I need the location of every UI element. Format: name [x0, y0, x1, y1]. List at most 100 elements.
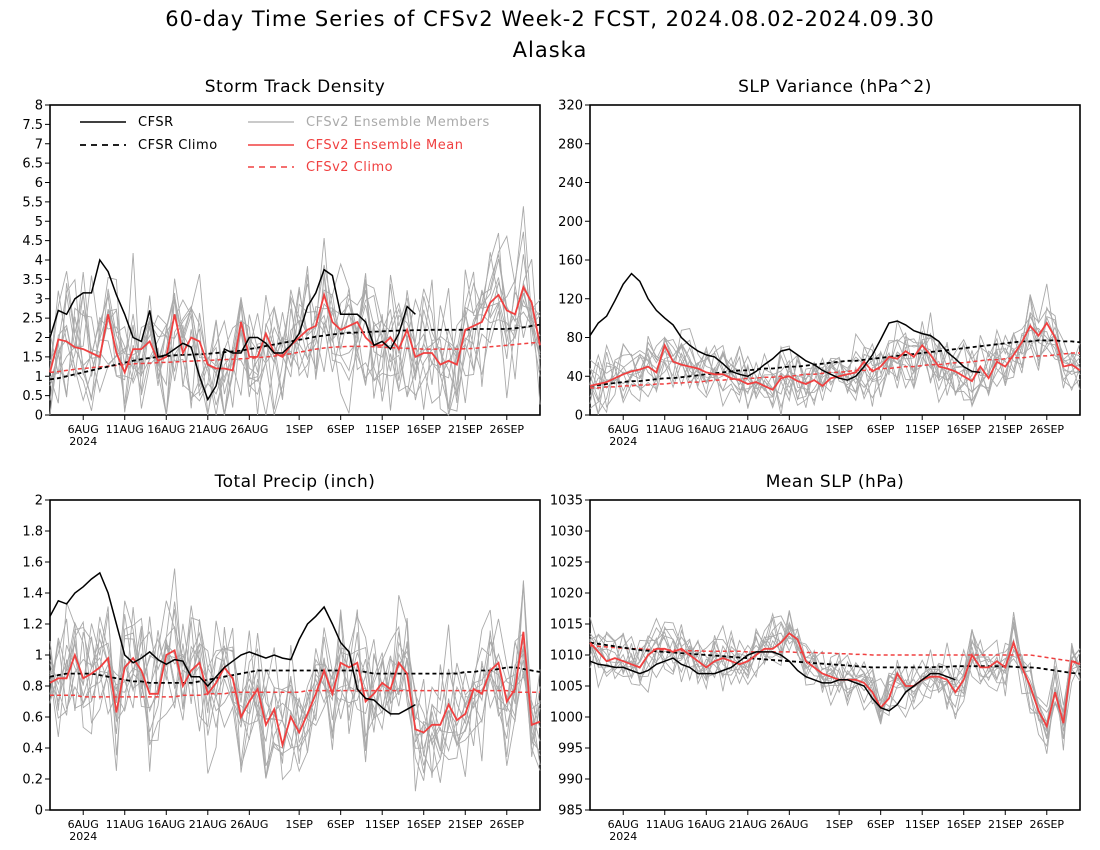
cfsv2-climo-line	[589, 644, 1081, 664]
y-tick-label: 0	[35, 409, 43, 424]
x-tick-label: 21SEP	[988, 423, 1023, 436]
ensemble-member-line	[49, 252, 541, 416]
y-tick-label: 1015	[550, 618, 583, 633]
y-tick-label: 1.2	[22, 618, 43, 633]
y-tick-label: 320	[558, 99, 583, 114]
x-tick-year-label: 2024	[609, 435, 637, 448]
panel-storm-track-density: Storm Track Density 0 0.5 1 1.5 2 2.5 3 3.5 4 4.5…	[22, 77, 541, 448]
y-tick-label: 1.4	[22, 587, 43, 602]
x-tick-label: 11AUG	[106, 818, 144, 831]
y-tick-label: 40	[566, 370, 583, 385]
y-tick-label: 2	[35, 331, 43, 346]
cfsr-line	[589, 272, 981, 381]
y-tick-label: 1035	[550, 494, 583, 509]
x-tick-label: 16SEP	[406, 818, 441, 831]
x-tick-label: 16AUG	[147, 423, 185, 436]
x-tick-label: 11SEP	[905, 818, 940, 831]
y-tick-label: 2.5	[22, 312, 43, 327]
y-tick-label: 200	[558, 215, 583, 230]
y-tick-label: 280	[558, 137, 583, 152]
ensemble-mean-line	[589, 632, 1081, 729]
x-tick-label: 16AUG	[147, 818, 185, 831]
y-tick-label: 1.8	[22, 525, 43, 540]
ensemble-member-line	[49, 617, 541, 771]
x-tick-label: 21AUG	[729, 423, 767, 436]
cfsr-climo-line	[49, 666, 541, 684]
y-tick-label: 0	[35, 804, 43, 819]
y-tick-label: 6	[35, 176, 43, 191]
y-tick-label: 1010	[550, 649, 583, 664]
y-tick-label: 0.6	[22, 711, 43, 726]
ensemble-member-line	[589, 615, 1081, 754]
cfsr-climo-line	[589, 641, 1081, 675]
ensemble-member-line	[589, 622, 1081, 733]
ensemble-member-line	[49, 583, 541, 783]
legend-label-cfs-climo: CFSv2 Climo	[306, 160, 393, 175]
x-tick-label: 16SEP	[946, 423, 981, 436]
y-tick-label: 80	[566, 331, 583, 346]
y-tick-label: 1	[35, 649, 43, 664]
ensemble-member-line	[49, 607, 541, 779]
cfsr-line	[589, 651, 956, 712]
y-tick-label: 5.5	[22, 195, 43, 210]
legend-label-ens-mean: CFSv2 Ensemble Mean	[306, 138, 463, 153]
x-tick-label: 1SEP	[285, 423, 313, 436]
cfsr-line	[49, 258, 416, 402]
y-tick-label: 1025	[550, 556, 583, 571]
x-tick-label: 6SEP	[867, 423, 895, 436]
x-tick-label: 6AUG	[608, 423, 639, 436]
x-tick-label: 6SEP	[867, 818, 895, 831]
x-tick-label: 11AUG	[106, 423, 144, 436]
ensemble-member-line	[49, 254, 541, 406]
ensemble-members	[49, 568, 541, 792]
y-tick-label: 0.2	[22, 773, 43, 788]
ensemble-member-line	[589, 313, 1081, 416]
ensemble-member-line	[49, 615, 541, 774]
y-tick-label: 8	[35, 99, 43, 114]
x-tick-label: 16AUG	[687, 818, 725, 831]
x-tick-label: 21AUG	[189, 423, 227, 436]
panel-title: SLP Variance (hPa^2)	[738, 77, 932, 97]
cfsv2-climo-line	[590, 352, 1080, 389]
y-tick-label: 990	[558, 773, 583, 788]
x-tick-label: 11AUG	[646, 423, 684, 436]
ensemble-mean-line	[49, 284, 541, 375]
x-tick-label: 26AUG	[770, 818, 808, 831]
y-tick-label: 0	[575, 409, 583, 424]
ensemble-member-line	[589, 316, 1081, 407]
x-tick-label: 6SEP	[327, 818, 355, 831]
legend-label-members: CFSv2 Ensemble Members	[306, 115, 490, 130]
x-tick-label: 6AUG	[68, 423, 99, 436]
y-tick-label: 240	[558, 176, 583, 191]
figure-subtitle: Alaska	[513, 38, 588, 62]
ensemble-member-line	[589, 621, 1081, 751]
x-tick-label: 16SEP	[406, 423, 441, 436]
y-tick-label: 120	[558, 292, 583, 307]
panel-title: Total Precip (inch)	[214, 472, 376, 492]
x-tick-label: 16SEP	[946, 818, 981, 831]
y-tick-label: 1	[35, 370, 43, 385]
ensemble-member-line	[49, 584, 541, 766]
x-tick-label: 6AUG	[608, 818, 639, 831]
y-tick-label: 1.5	[22, 350, 43, 365]
x-tick-label: 26AUG	[230, 818, 268, 831]
x-tick-label: 16AUG	[687, 423, 725, 436]
y-tick-label: 0.4	[22, 742, 43, 757]
x-tick-label: 6SEP	[327, 423, 355, 436]
figure-title: 60-day Time Series of CFSv2 Week-2 FCST,…	[165, 7, 934, 31]
y-tick-label: 4.5	[22, 234, 43, 249]
x-tick-label: 26SEP	[1029, 818, 1064, 831]
y-tick-label: 5	[35, 215, 43, 230]
y-tick-label: 1000	[550, 711, 583, 726]
x-tick-label: 26AUG	[770, 423, 808, 436]
panel-title: Storm Track Density	[205, 77, 386, 97]
y-tick-label: 2	[35, 494, 43, 509]
y-tick-label: 160	[558, 254, 583, 269]
x-tick-label: 26SEP	[1029, 423, 1064, 436]
x-tick-label: 21SEP	[448, 818, 483, 831]
x-tick-label: 11SEP	[905, 423, 940, 436]
y-tick-label: 1005	[550, 680, 583, 695]
y-tick-label: 995	[558, 742, 583, 757]
x-tick-label: 11SEP	[365, 818, 400, 831]
